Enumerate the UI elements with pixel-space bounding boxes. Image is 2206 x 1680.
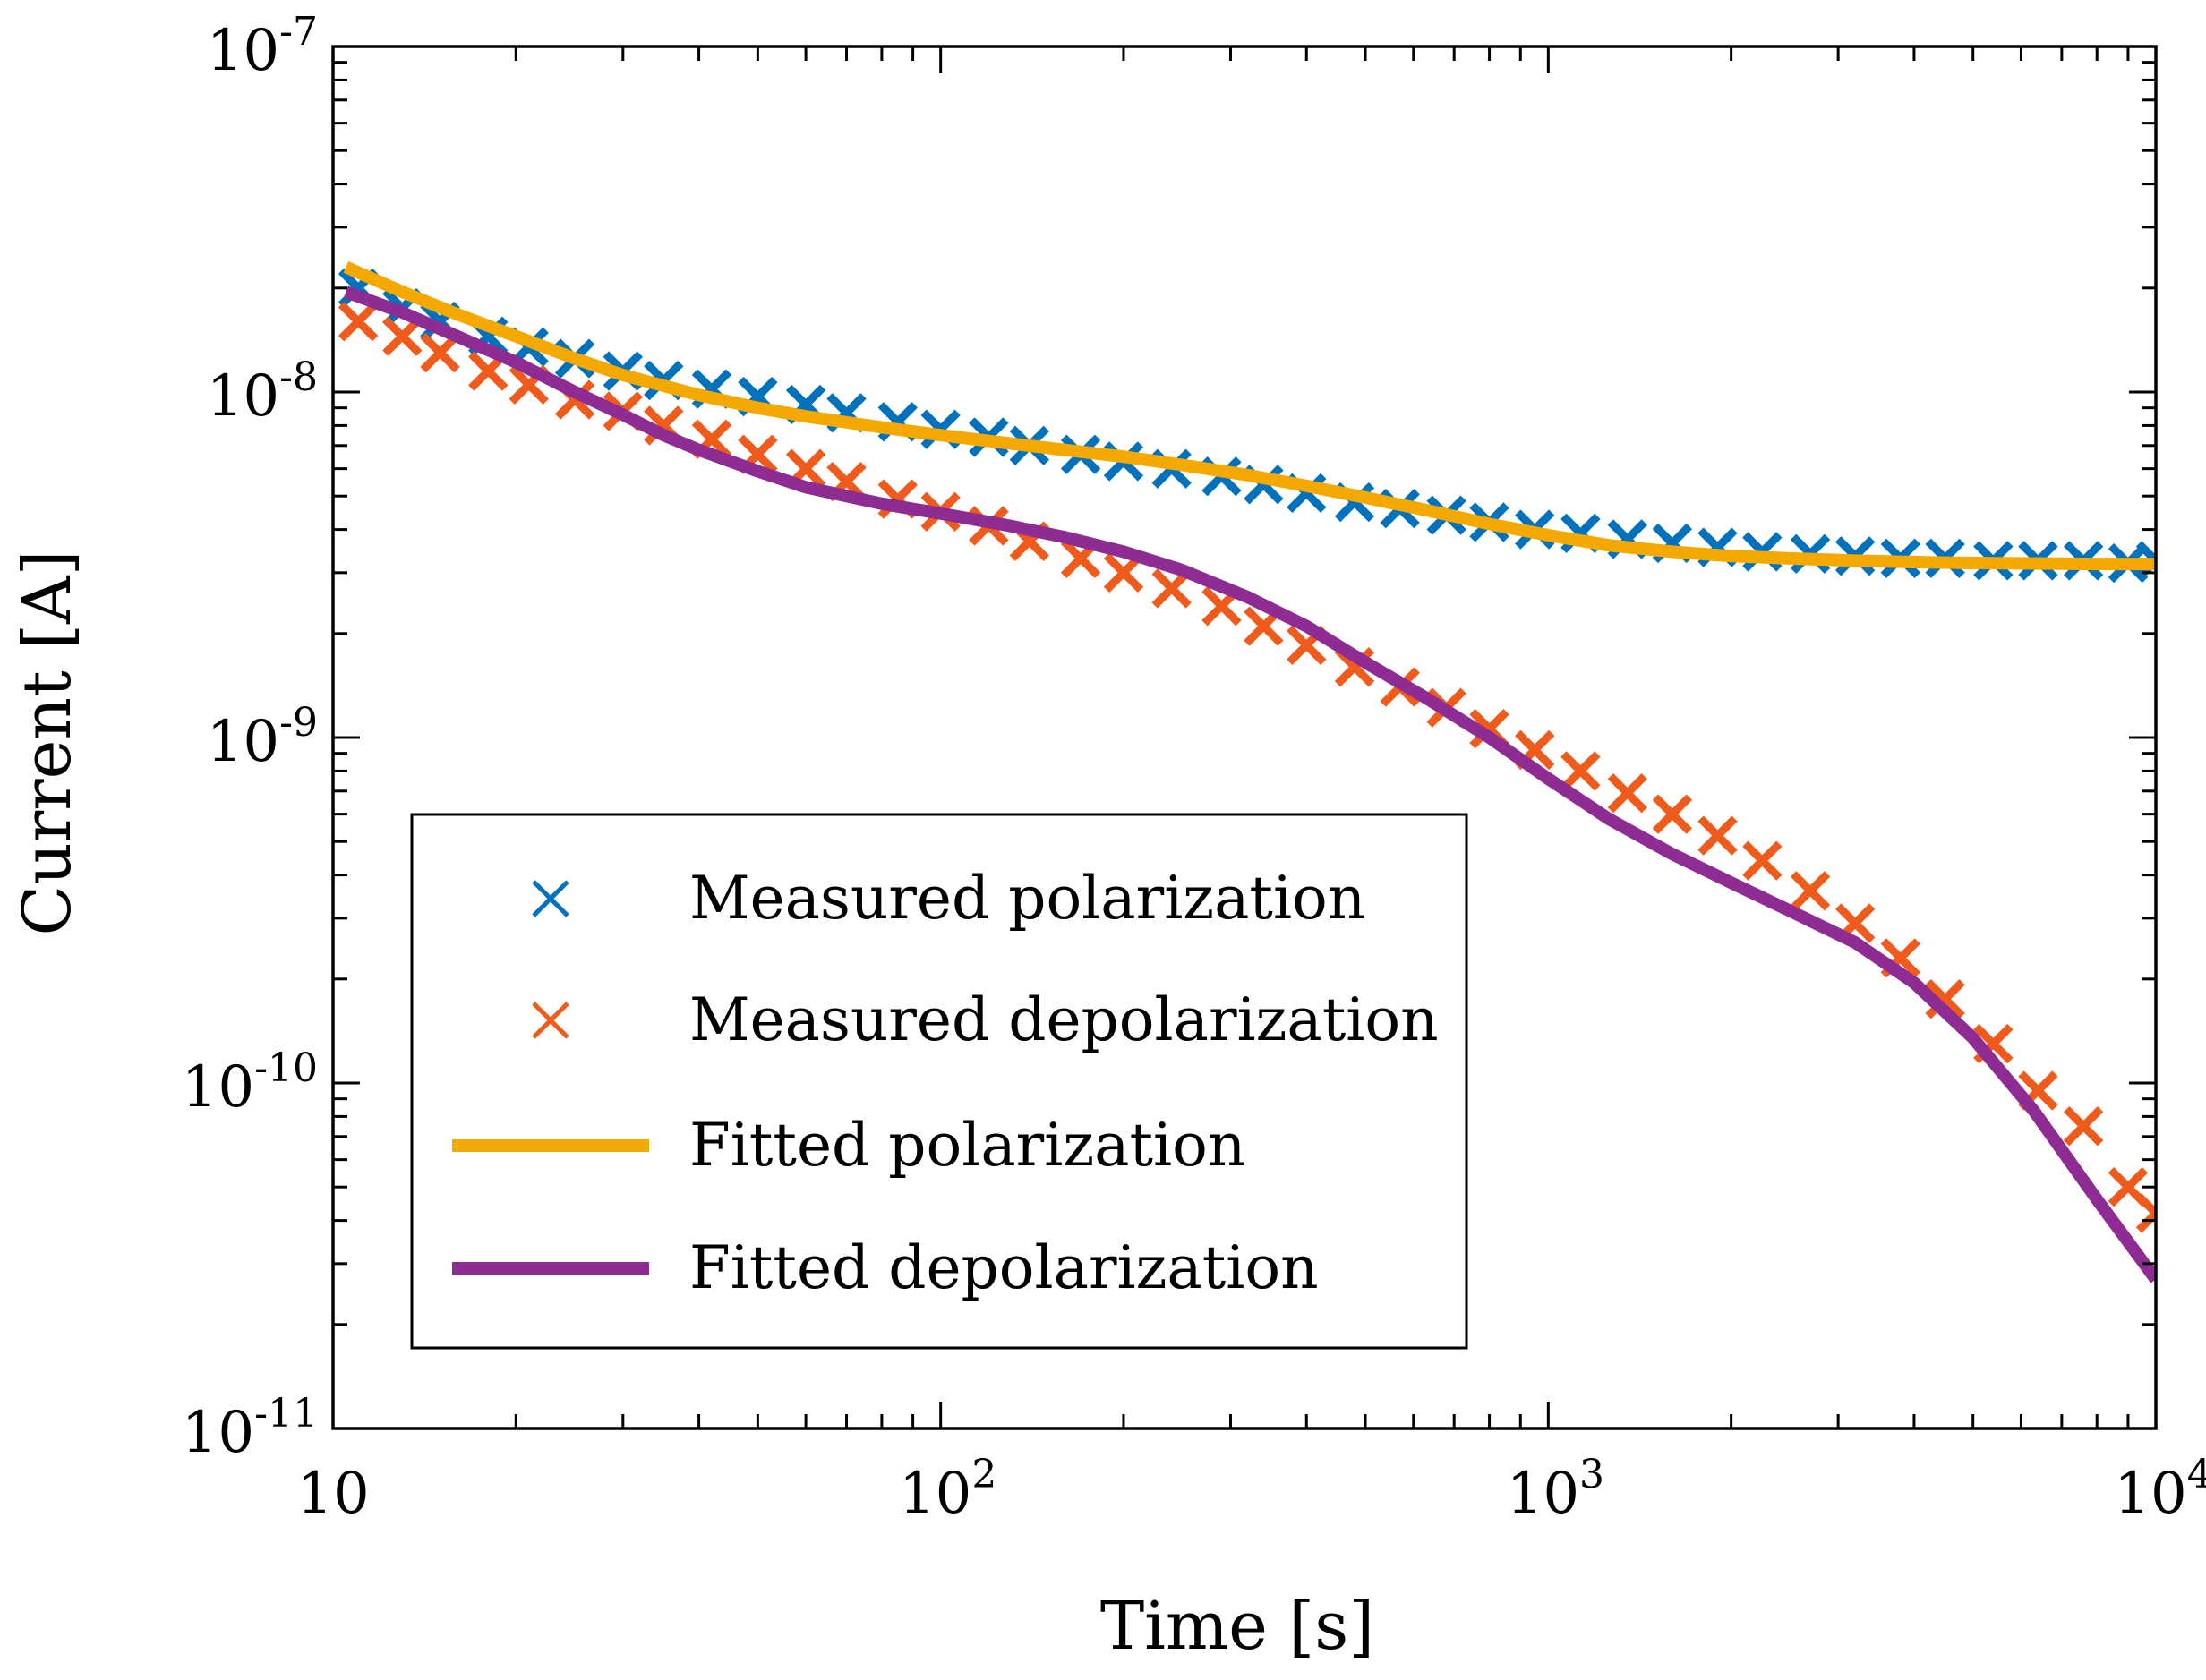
data-point [1607,773,1647,814]
y-tick-label: 10-9 [207,700,318,775]
data-point [1742,840,1783,881]
data-point [2135,1193,2156,1233]
y-tick-label: 10-7 [207,9,318,84]
series-measured-depolarization [338,302,2156,1233]
legend-item-measured-depolarization: Measured depolarization [532,985,1439,1054]
x-tick-label: 10 [296,1461,369,1527]
legend-item-measured-polarization: Measured polarization [532,864,1365,933]
minor-ticks [333,47,2156,1428]
legend-marker-glyph [532,880,569,917]
legend-label-fitted-depolarization: Fitted depolarization [689,1233,1319,1302]
x-tick-label: 104 [2114,1452,2206,1527]
x-axis-title: Time [s] [1100,1588,1374,1665]
legend-item-fitted-depolarization: Fitted depolarization [452,1233,1319,1302]
data-layer [338,260,2156,1283]
data-point [1560,751,1601,791]
data-point [2063,1106,2104,1147]
data-point [382,316,423,356]
tick-labels: 10 102 103 104 10-7 10-8 10-9 10-10 10-11 [182,9,2206,1527]
legend: Measured polarization Measured depolariz… [410,813,1468,1350]
x-tick-label: 102 [899,1452,996,1527]
data-point [1925,979,1965,1019]
data-point [1652,794,1693,834]
legend-marker-glyph [532,1002,569,1039]
y-axis-title: Current [A] [9,550,86,936]
legend-item-fitted-polarization: Fitted polarization [452,1111,1245,1180]
legend-label-measured-depolarization: Measured depolarization [689,985,1439,1054]
legend-label-measured-polarization: Measured polarization [689,864,1365,933]
legend-label-fitted-polarization: Fitted polarization [689,1111,1245,1180]
legend-box [410,813,1468,1350]
series-line-fitted-polarization [343,260,2156,571]
data-point [420,332,460,373]
data-point [1697,815,1738,856]
legend-marker-measured-polarization [532,880,569,917]
y-tick-label: 10-11 [182,1391,318,1466]
legend-marker-measured-depolarization [532,1002,569,1039]
data-point [1790,871,1831,911]
y-tick-label: 10-10 [182,1045,318,1121]
series-measured-polarization [338,268,2156,584]
y-tick-label: 10-8 [207,354,318,430]
data-point [338,302,379,342]
series-line-fitted-depolarization [343,286,2156,1283]
x-tick-label: 103 [1507,1452,1604,1527]
